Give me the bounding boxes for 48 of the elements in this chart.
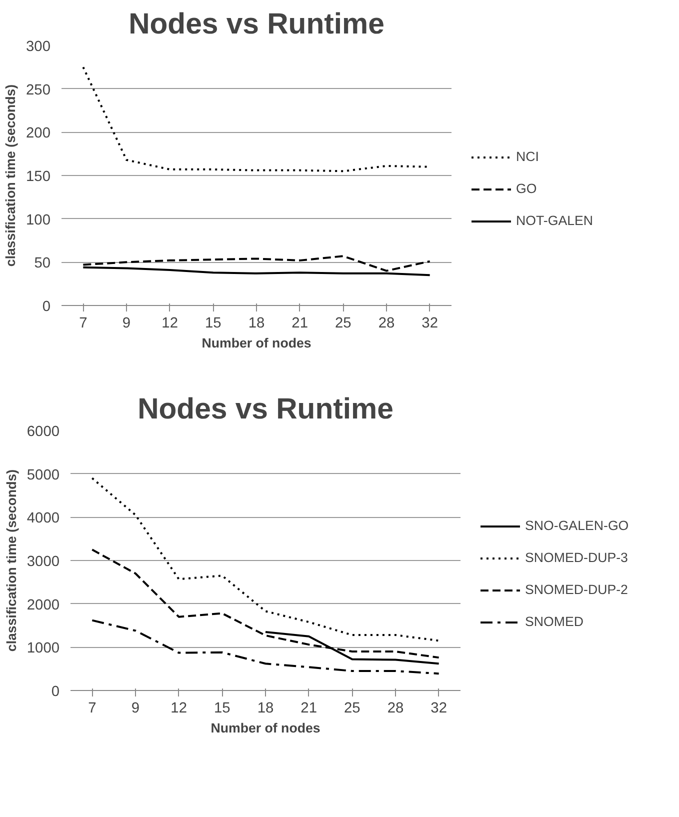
chart-title: Nodes vs Runtime [128, 8, 384, 40]
y-axis-title: classification time (seconds) [4, 469, 19, 652]
y-axis-title: classification time (seconds) [3, 84, 18, 267]
x-tick-label: 15 [205, 316, 222, 332]
x-tick-label: 15 [214, 700, 230, 716]
x-tick-label: 12 [162, 316, 178, 332]
legend-label: SNOMED [525, 614, 584, 629]
x-axis-title: Number of nodes [210, 720, 320, 736]
x-axis-title: Number of nodes [202, 336, 312, 350]
y-tick-label: 0 [42, 299, 51, 315]
legend-label: NOT-GALEN [516, 213, 594, 228]
y-tick-label: 100 [26, 212, 51, 228]
x-tick-label: 21 [300, 700, 317, 716]
x-tick-label: 25 [344, 700, 360, 716]
y-tick-label: 3000 [26, 554, 60, 570]
y-tick-label: 300 [26, 39, 51, 55]
x-tick-label: 9 [131, 700, 140, 716]
x-tick-label: 12 [170, 700, 187, 716]
x-tick-label: 7 [79, 316, 88, 332]
y-tick-label: 1000 [26, 640, 60, 657]
legend-label: SNO-GALEN-GO [525, 518, 629, 533]
x-tick-label: 7 [88, 700, 96, 716]
y-tick-label: 5000 [26, 467, 60, 484]
legend-label: SNOMED-DUP-2 [525, 582, 628, 597]
x-tick-label: 28 [387, 700, 404, 716]
legend-label: GO [516, 181, 537, 196]
x-tick-label: 21 [292, 316, 308, 332]
y-tick-label: 250 [26, 82, 51, 98]
legend-label: SNOMED-DUP-3 [525, 550, 628, 565]
line-series [82, 255, 431, 272]
y-tick-label: 200 [26, 126, 51, 142]
line-series [91, 619, 440, 675]
chart-title: Nodes vs Runtime [138, 392, 394, 426]
y-tick-label: 6000 [26, 424, 60, 440]
legend-label: NCI [516, 149, 539, 164]
y-tick-label: 50 [34, 256, 51, 272]
y-tick-label: 0 [51, 684, 60, 700]
y-tick-label: 150 [26, 169, 51, 185]
x-tick-label: 25 [335, 316, 352, 332]
x-tick-label: 28 [378, 316, 395, 332]
y-tick-label: 2000 [26, 597, 60, 614]
line-series [91, 477, 440, 642]
y-tick-label: 4000 [26, 510, 60, 527]
x-tick-label: 32 [430, 700, 447, 716]
x-tick-label: 18 [248, 316, 265, 332]
x-tick-label: 9 [122, 316, 131, 332]
x-tick-label: 18 [257, 700, 274, 716]
x-tick-label: 32 [422, 316, 438, 332]
